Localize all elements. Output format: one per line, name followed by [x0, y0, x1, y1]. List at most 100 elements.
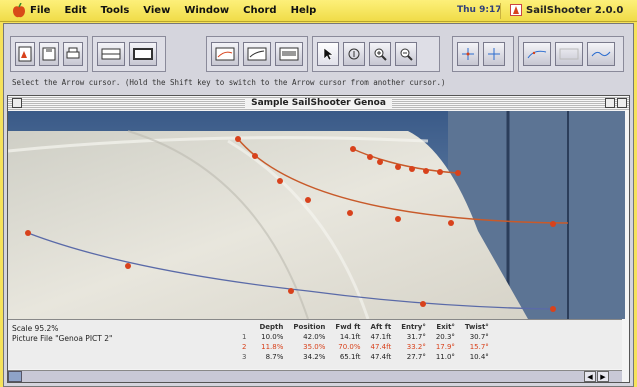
column-header: Fwd ft — [335, 323, 361, 331]
curve-tool-2-button[interactable] — [555, 42, 583, 66]
chord-point[interactable] — [125, 263, 131, 269]
zoom-box-icon[interactable] — [605, 98, 615, 108]
collapse-box-icon[interactable] — [617, 98, 627, 108]
full-window-icon — [133, 48, 153, 60]
document-title-bar[interactable]: Sample SailShooter Genoa — [8, 96, 629, 110]
apple-menu-icon[interactable] — [8, 0, 30, 22]
column-header — [238, 322, 254, 332]
crosshair-icon — [488, 48, 500, 60]
chord-point[interactable] — [347, 210, 353, 216]
column-header: Position — [293, 323, 326, 331]
table-cell: 27.7° — [406, 353, 426, 361]
menu-chord[interactable]: Chord — [243, 5, 277, 16]
chord-curve-icon — [215, 47, 235, 61]
menubar-clock: Thu 9:17 — [457, 5, 502, 15]
column-header: Twist° — [464, 323, 489, 331]
full-window-button[interactable] — [129, 42, 157, 66]
table-cell: 42.0% — [303, 333, 326, 341]
table-cell: 10.4° — [469, 353, 489, 361]
chord-bar-icon — [279, 47, 299, 61]
chord-point[interactable] — [448, 220, 454, 226]
table-cell: 30.7° — [469, 333, 489, 341]
hand-tool-button[interactable] — [343, 42, 365, 66]
curve-tool-1-button[interactable] — [523, 42, 551, 66]
chord-point[interactable] — [437, 169, 443, 175]
table-row[interactable]: 1 10.0% 42.0% 14.1ft 47.1ft 31.7° 20.3° … — [238, 332, 494, 342]
add-point-button[interactable] — [457, 42, 479, 66]
menu-window[interactable]: Window — [184, 5, 230, 16]
chord-point[interactable] — [550, 306, 556, 312]
chord-point[interactable] — [288, 288, 294, 294]
column-header: Exit° — [436, 323, 455, 331]
menu-edit[interactable]: Edit — [64, 5, 87, 16]
chord-table-header: Depth Position Fwd ft Aft ft Entry° Exit… — [238, 322, 494, 332]
table-cell: 70.0% — [338, 343, 361, 351]
row-number: 1 — [242, 333, 247, 341]
chord-point[interactable] — [305, 197, 311, 203]
table-cell: 33.2° — [406, 343, 426, 351]
table-row[interactable]: 3 8.7% 34.2% 65.1ft 47.4ft 27.7° 11.0° 1… — [238, 352, 494, 362]
chord-point[interactable] — [395, 216, 401, 222]
table-cell: 15.7° — [469, 343, 489, 351]
scroll-thumb[interactable] — [8, 371, 22, 382]
zoom-in-button[interactable] — [369, 42, 391, 66]
window-layout-button[interactable] — [97, 42, 125, 66]
menu-file[interactable]: File — [30, 5, 51, 16]
sail-app-icon — [510, 4, 522, 16]
save-button[interactable] — [39, 42, 59, 66]
chord-point[interactable] — [25, 230, 31, 236]
table-cell: 47.4ft — [370, 343, 392, 351]
curve-tool-3-button[interactable] — [587, 42, 615, 66]
chord-tool-2-button[interactable] — [243, 42, 271, 66]
chord-point[interactable] — [455, 170, 461, 176]
curve-icon — [527, 50, 547, 59]
open-image-button[interactable] — [15, 42, 35, 66]
chord-point[interactable] — [395, 164, 401, 170]
arrow-cursor-button[interactable] — [317, 42, 339, 66]
scroll-right-icon[interactable]: ▶ — [597, 371, 609, 382]
menu-view[interactable]: View — [143, 5, 171, 16]
sail-surface — [8, 131, 528, 319]
chord-point[interactable] — [423, 168, 429, 174]
chord-points[interactable] — [25, 136, 556, 312]
scroll-left-icon[interactable]: ◀ — [584, 371, 596, 382]
table-cell: 34.2% — [303, 353, 326, 361]
bottom-chord-curve — [27, 232, 554, 310]
tool-hint: Select the Arrow cursor. (Hold the Shift… — [12, 78, 446, 87]
chord-tool-1-button[interactable] — [211, 42, 239, 66]
zoom-in-icon — [374, 48, 387, 61]
chord-point[interactable] — [377, 159, 383, 165]
chord-point[interactable] — [409, 166, 415, 172]
close-box-icon[interactable] — [12, 98, 22, 108]
menu-help[interactable]: Help — [290, 5, 317, 16]
curve-blank-icon — [559, 48, 579, 60]
middle-chord-curve — [237, 138, 569, 224]
chord-point[interactable] — [550, 221, 556, 227]
print-button[interactable] — [63, 42, 83, 66]
printer-icon — [66, 47, 80, 59]
window-layout-icon — [101, 48, 121, 60]
application-menu[interactable]: SailShooter 2.0.0 — [510, 4, 623, 16]
chord-point[interactable] — [420, 301, 426, 307]
zoom-out-button[interactable] — [395, 42, 417, 66]
table-row[interactable]: 2 11.8% 35.0% 70.0% 47.4ft 33.2° 17.9° 1… — [238, 342, 494, 352]
toolbar — [10, 36, 624, 76]
table-cell: 11.0° — [435, 353, 455, 361]
chord-point[interactable] — [367, 154, 373, 160]
horizontal-scrollbar[interactable]: ◀ ▶ — [8, 370, 622, 382]
chord-point[interactable] — [235, 136, 241, 142]
document-icon — [18, 46, 32, 62]
table-cell: 20.3° — [435, 333, 455, 341]
column-header: Entry° — [401, 323, 426, 331]
chord-point[interactable] — [252, 153, 258, 159]
chord-point[interactable] — [277, 178, 283, 184]
chord-tool-3-button[interactable] — [275, 42, 303, 66]
sail-photo-canvas[interactable] — [8, 111, 625, 319]
menu-tools[interactable]: Tools — [100, 5, 130, 16]
move-point-button[interactable] — [483, 42, 505, 66]
chord-table: Depth Position Fwd ft Aft ft Entry° Exit… — [238, 322, 494, 362]
application-name: SailShooter 2.0.0 — [526, 4, 624, 16]
row-number: 2 — [242, 343, 247, 351]
table-cell: 65.1ft — [339, 353, 361, 361]
chord-point[interactable] — [350, 146, 356, 152]
